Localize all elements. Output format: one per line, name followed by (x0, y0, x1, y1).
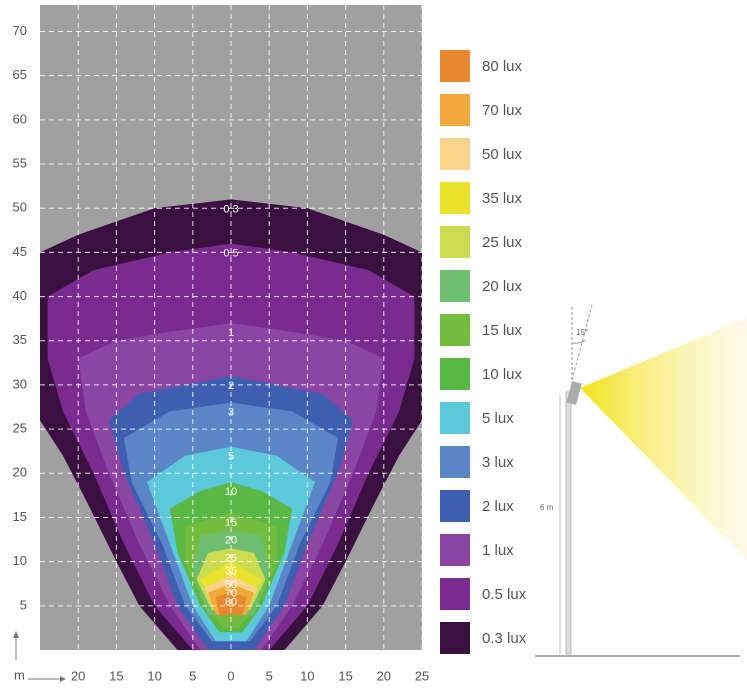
legend-label: 5 lux (482, 410, 514, 427)
legend-swatch (440, 138, 470, 170)
x-tick-label: 10 (147, 668, 161, 683)
y-tick-label: 5 (20, 597, 27, 612)
x-tick-label: 20 (71, 668, 85, 683)
y-tick-label: 15 (13, 509, 27, 524)
height-label: 6 m (540, 503, 554, 512)
legend-swatch (440, 446, 470, 478)
y-tick-label: 70 (13, 23, 27, 38)
y-tick-label: 10 (13, 553, 27, 568)
y-tick-label: 20 (13, 465, 27, 480)
legend-label: 70 lux (482, 102, 523, 119)
legend-swatch (440, 270, 470, 302)
y-tick-label: 25 (13, 421, 27, 436)
x-tick-label: 10 (300, 668, 314, 683)
contour-label: 0.3 (223, 203, 238, 215)
y-tick-label: 55 (13, 155, 27, 170)
angle-guide (571, 304, 593, 381)
axis-arrow-head (60, 676, 66, 682)
legend-swatch (440, 534, 470, 566)
y-tick-label: 60 (13, 111, 27, 126)
x-tick-label: 25 (415, 668, 429, 683)
legend-label: 1 lux (482, 542, 514, 559)
x-tick-label: 15 (109, 668, 123, 683)
legend-swatch (440, 402, 470, 434)
x-tick-label: 5 (266, 668, 273, 683)
legend-label: 0.5 lux (482, 586, 527, 603)
angle-arc (571, 339, 586, 344)
legend-label: 50 lux (482, 146, 523, 163)
legend-label: 0.3 lux (482, 630, 527, 647)
y-tick-label: 35 (13, 332, 27, 347)
legend-swatch (440, 50, 470, 82)
luminaire (566, 381, 582, 405)
contour-label: 35 (225, 566, 237, 578)
legend-swatch (440, 578, 470, 610)
legend-swatch (440, 490, 470, 522)
pole (565, 391, 572, 655)
light-beam (580, 318, 747, 560)
legend-label: 15 lux (482, 322, 523, 339)
legend-swatch (440, 314, 470, 346)
x-axis-label: m (14, 667, 25, 682)
x-tick-label: 5 (189, 668, 196, 683)
y-tick-label: 50 (13, 200, 27, 215)
y-tick-label: 65 (13, 67, 27, 82)
plot-area: 807050352520151053210.50.3 (40, 5, 423, 650)
legend-label: 25 lux (482, 234, 523, 251)
contour-label: 0.5 (223, 247, 238, 259)
y-tick-label: 30 (13, 376, 27, 391)
legend-swatch (440, 94, 470, 126)
y-tick-label: 45 (13, 244, 27, 259)
x-tick-label: 0 (227, 668, 234, 683)
legend-swatch (440, 182, 470, 214)
angle-label: 15° (576, 328, 588, 337)
x-tick-label: 20 (377, 668, 391, 683)
y-tick-label: 40 (13, 288, 27, 303)
legend-label: 20 lux (482, 278, 523, 295)
axis-arrow-head (13, 631, 19, 638)
x-tick-label: 15 (338, 668, 352, 683)
legend-label: 2 lux (482, 498, 514, 515)
legend-swatch (440, 622, 470, 654)
legend-label: 10 lux (482, 366, 523, 383)
legend-swatch (440, 226, 470, 258)
legend-label: 80 lux (482, 58, 523, 75)
legend-swatch (440, 358, 470, 390)
pole-illustration: 15° 6 m (535, 304, 747, 657)
legend-label: 35 lux (482, 190, 523, 207)
legend-label: 3 lux (482, 454, 514, 471)
